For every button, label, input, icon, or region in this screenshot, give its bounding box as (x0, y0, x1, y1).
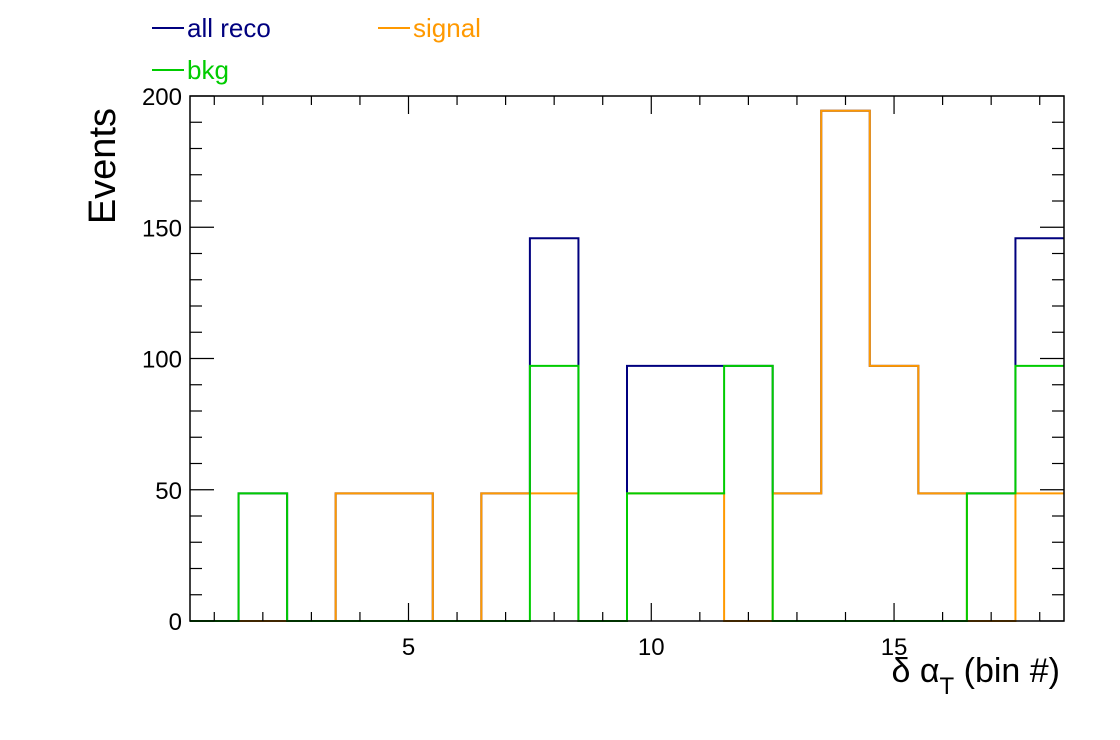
plot-frame (189, 95, 1065, 622)
y-tick-label: 0 (169, 609, 182, 636)
y-tick-label: 100 (142, 347, 182, 374)
y-tick-label: 200 (142, 84, 182, 111)
y-tick-label: 50 (155, 478, 182, 505)
x-axis-label-main: δ α (891, 652, 939, 690)
legend: all reco signal bkg (152, 13, 481, 85)
y-axis-label: Events (82, 108, 124, 224)
x-tick-label: 5 (402, 634, 415, 661)
x-tick-label: 10 (638, 634, 665, 661)
x-tick-label: 15 (881, 634, 908, 661)
x-axis-label-subscript: T (940, 673, 955, 700)
legend-label-signal: signal (413, 13, 481, 43)
legend-label-all-reco: all reco (187, 13, 271, 43)
x-axis-label: δ αT (bin #) (891, 652, 1060, 700)
legend-label-bkg: bkg (187, 55, 229, 85)
x-axis-label-suffix: (bin #) (954, 652, 1060, 690)
y-tick-label: 150 (142, 215, 182, 242)
